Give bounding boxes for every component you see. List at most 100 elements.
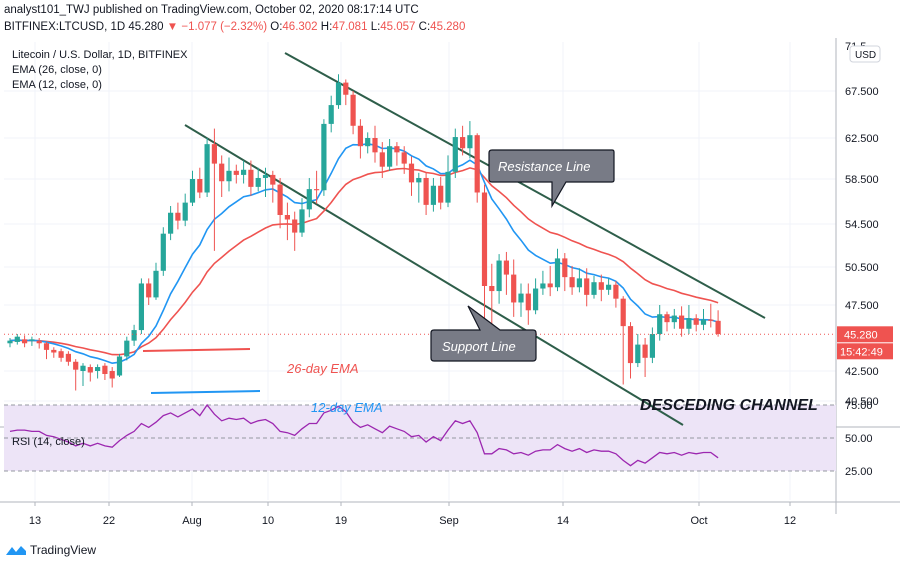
candle-body <box>343 82 349 95</box>
support-callout <box>430 305 537 362</box>
candle-body <box>58 351 64 358</box>
y-tick-label: 54.500 <box>845 219 879 231</box>
x-tick-label: 14 <box>557 515 569 527</box>
candle-body <box>277 184 283 215</box>
y-tick-label: 58.500 <box>845 174 879 186</box>
candle-body <box>496 260 502 292</box>
candle-body <box>452 137 458 172</box>
candle-body <box>219 163 225 182</box>
support-callout-label: Support Line <box>442 339 516 354</box>
y-tick-label: 40.500 <box>845 396 879 408</box>
candle-body <box>394 146 400 153</box>
candle-body <box>95 367 101 371</box>
x-tick-label: 22 <box>103 515 115 527</box>
candle-body <box>620 298 626 327</box>
x-tick-label: Aug <box>182 515 202 527</box>
rsi-line <box>9 403 719 467</box>
high-value: 47.081 <box>332 21 368 33</box>
ema12-line <box>9 142 719 365</box>
candle-body <box>292 219 298 233</box>
candle-body <box>314 189 320 191</box>
candle-body <box>65 353 71 362</box>
candle-body <box>73 361 79 370</box>
open-label: O: <box>270 21 283 33</box>
candle-body <box>693 318 699 325</box>
candle-body <box>423 177 429 205</box>
y-tick-label: 62.500 <box>845 133 879 145</box>
candle-body <box>116 356 123 376</box>
candle-body <box>540 283 546 289</box>
candle-body <box>204 144 210 193</box>
candle-body <box>197 179 203 193</box>
currency-label: USD <box>855 50 876 61</box>
symbol-label: BITFINEX:LTCUSD, 1D <box>4 21 126 33</box>
candle-body <box>255 177 261 187</box>
tradingview-logo-icon <box>6 546 26 555</box>
candle-body <box>606 284 612 290</box>
candle-body <box>562 258 568 278</box>
candle-body <box>649 334 655 358</box>
candle-body <box>525 293 531 311</box>
resistance-callout <box>488 149 615 209</box>
candle-body <box>248 169 254 187</box>
chart-header: analyst101_TWJ published on TradingView.… <box>4 2 896 36</box>
candle-body <box>109 371 115 379</box>
last-price: 45.280 <box>128 21 164 33</box>
candle-body <box>241 169 247 175</box>
candle-body <box>36 340 42 344</box>
candle-body <box>408 163 415 183</box>
candle-body <box>131 330 137 341</box>
candle-body <box>598 282 604 290</box>
rsi-tick-label: 75.00 <box>845 400 873 412</box>
footer: TradingView <box>6 541 96 559</box>
candle-body <box>87 367 93 373</box>
countdown-label: 15:42:49 <box>840 346 883 358</box>
candle-body <box>80 365 86 371</box>
candle-body <box>328 105 334 124</box>
last-price-tag-label: 45.280 <box>844 329 878 341</box>
candle-body <box>503 260 509 275</box>
publish-info: analyst101_TWJ published on TradingView.… <box>4 4 419 16</box>
x-tick-label: 19 <box>335 515 347 527</box>
last-price-tag <box>837 326 893 343</box>
candle-body <box>102 365 108 374</box>
close-label: C: <box>418 21 431 33</box>
candle-body <box>350 94 356 126</box>
resistance-line <box>284 52 766 319</box>
candle-body <box>700 319 707 325</box>
candle-body <box>43 343 50 350</box>
y-tick-label: 67.500 <box>845 86 879 98</box>
price-chart[interactable]: Litecoin / U.S. Dollar, 1D, BITFINEX EMA … <box>0 38 900 538</box>
candle-body <box>189 179 196 203</box>
candle-body <box>160 233 166 271</box>
candle-body <box>518 293 524 303</box>
candle-body <box>182 202 188 221</box>
y-tick-label: 50.500 <box>845 262 879 274</box>
candle-body <box>357 125 363 147</box>
candle-body <box>467 135 473 149</box>
candle-body <box>153 270 159 298</box>
candle-body <box>321 123 327 191</box>
candle-body <box>401 152 407 164</box>
price-change: −1.077 (−2.32%) <box>181 21 268 33</box>
candle-body <box>22 339 28 344</box>
candle-body <box>14 336 20 342</box>
candle-body <box>635 344 641 364</box>
chart-title: Litecoin / U.S. Dollar, 1D, BITFINEX <box>12 49 188 61</box>
candle-body <box>657 314 663 335</box>
candle-body <box>445 171 451 203</box>
candle-body <box>489 286 495 292</box>
y-tick-label: 42.500 <box>845 366 879 378</box>
candle-body <box>533 288 539 311</box>
close-value: 45.280 <box>430 21 466 33</box>
low-value: 45.057 <box>380 21 416 33</box>
candle-body <box>584 278 590 295</box>
candle-body <box>474 135 480 193</box>
x-tick-label: 12 <box>784 515 796 527</box>
candle-body <box>708 319 714 321</box>
candle-body <box>124 340 130 357</box>
candle-body <box>547 283 553 288</box>
x-tick-label: Oct <box>690 515 707 527</box>
legend-ema26: EMA (26, close, 0) <box>12 64 102 76</box>
x-tick-label: Sep <box>439 515 459 527</box>
